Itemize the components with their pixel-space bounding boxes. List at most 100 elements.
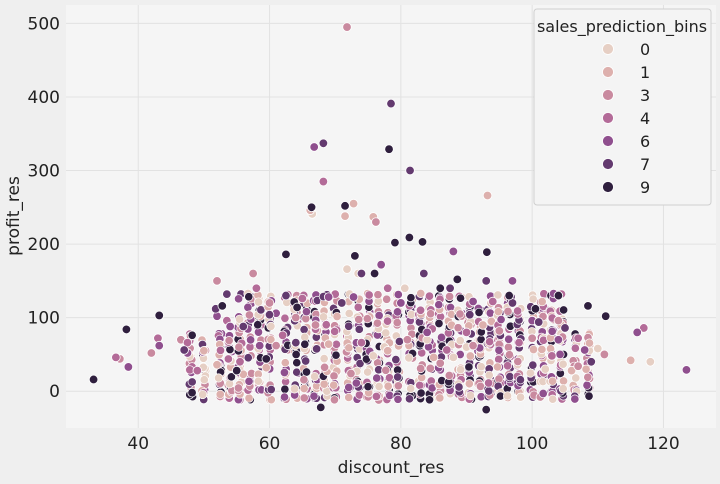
scatter-point xyxy=(426,309,436,319)
scatter-point xyxy=(573,361,583,371)
scatter-point xyxy=(337,298,347,308)
scatter-point xyxy=(146,348,157,358)
scatter-point xyxy=(261,354,271,364)
scatter-point xyxy=(309,142,319,152)
scatter-point xyxy=(547,351,557,361)
scatter-point xyxy=(482,190,493,201)
scatter-point xyxy=(246,335,256,345)
scatter-point xyxy=(280,384,290,394)
scatter-point xyxy=(154,340,164,351)
scatter-point xyxy=(364,290,374,300)
scatter-point xyxy=(348,292,359,302)
scatter-point xyxy=(478,320,488,330)
scatter-point xyxy=(392,318,402,328)
scatter-point xyxy=(448,246,459,257)
scatter-point xyxy=(348,198,359,209)
scatter-point xyxy=(639,323,649,333)
scatter-point xyxy=(528,360,538,370)
scatter-point xyxy=(329,371,339,381)
scatter-point xyxy=(435,358,445,368)
scatter-point xyxy=(224,336,234,346)
scatter-point xyxy=(502,391,513,401)
scatter-point xyxy=(383,283,393,293)
scatter-point xyxy=(291,312,301,323)
scatter-point xyxy=(323,339,334,349)
scatter-point xyxy=(560,323,570,333)
legend-label: 1 xyxy=(640,63,650,82)
scatter-point xyxy=(253,320,263,330)
scatter-point xyxy=(329,395,339,405)
scatter-point xyxy=(368,351,378,361)
scatter-point xyxy=(225,345,235,355)
scatter-point xyxy=(244,292,254,302)
scatter-point xyxy=(383,346,393,356)
scatter-point xyxy=(586,357,596,367)
scatter-point xyxy=(281,249,291,260)
scatter-point xyxy=(299,393,309,403)
scatter-point xyxy=(362,314,372,324)
scatter-point xyxy=(248,268,258,279)
scatter-point xyxy=(513,356,523,367)
scatter-point xyxy=(381,365,391,375)
scatter-point xyxy=(234,294,244,304)
scatter-point xyxy=(415,305,426,315)
scatter-point xyxy=(534,317,544,327)
legend-marker xyxy=(602,181,614,193)
scatter-point xyxy=(555,349,565,359)
scatter-point xyxy=(486,316,496,326)
scatter-point xyxy=(225,321,235,332)
scatter-point xyxy=(558,376,569,386)
scatter-point xyxy=(222,289,232,299)
scatter-point xyxy=(468,296,478,307)
dense-point-bands xyxy=(184,288,595,405)
scatter-point xyxy=(481,404,491,415)
scatter-point xyxy=(584,338,595,348)
scatter-point xyxy=(504,350,514,360)
scatter-point xyxy=(382,294,392,304)
y-tick-label: 0 xyxy=(49,382,60,402)
scatter-point xyxy=(537,297,547,307)
scatter-point xyxy=(187,377,197,387)
scatter-point xyxy=(484,378,494,388)
scatter-point xyxy=(332,311,342,322)
scatter-point xyxy=(243,302,253,312)
scatter-point xyxy=(406,384,416,394)
scatter-point xyxy=(582,380,592,390)
scatter-point xyxy=(507,276,518,286)
scatter-point xyxy=(538,388,548,399)
legend-label: 9 xyxy=(640,178,650,197)
scatter-point xyxy=(264,310,275,320)
scatter-point xyxy=(340,201,350,211)
scatter-point xyxy=(503,342,513,352)
scatter-point xyxy=(416,388,426,398)
scatter-point xyxy=(299,324,309,335)
scatter-point xyxy=(238,321,248,332)
scatter-point xyxy=(425,363,435,373)
scatter-point xyxy=(88,374,99,385)
scatter-point xyxy=(527,333,537,343)
scatter-point xyxy=(331,339,341,349)
scatter-point xyxy=(292,302,302,313)
scatter-point xyxy=(244,393,254,403)
scatter-point xyxy=(215,345,226,355)
scatter-point xyxy=(232,365,242,376)
scatter-point xyxy=(625,355,636,366)
scatter-point xyxy=(465,391,476,401)
x-tick-label: 60 xyxy=(259,434,281,454)
scatter-point xyxy=(291,349,301,360)
scatter-point xyxy=(571,373,581,383)
scatter-point xyxy=(234,342,244,352)
scatter-point xyxy=(503,361,513,371)
legend-marker xyxy=(602,43,614,55)
scatter-point xyxy=(593,343,603,354)
scatter-point xyxy=(319,354,329,364)
scatter-point xyxy=(373,290,383,300)
legend-marker xyxy=(602,66,614,78)
scatter-point xyxy=(453,323,463,333)
scatter-point xyxy=(300,339,310,349)
scatter-point xyxy=(558,384,568,394)
scatter-point xyxy=(330,326,340,336)
scatter-point xyxy=(393,372,403,382)
scatter-point xyxy=(504,290,514,301)
